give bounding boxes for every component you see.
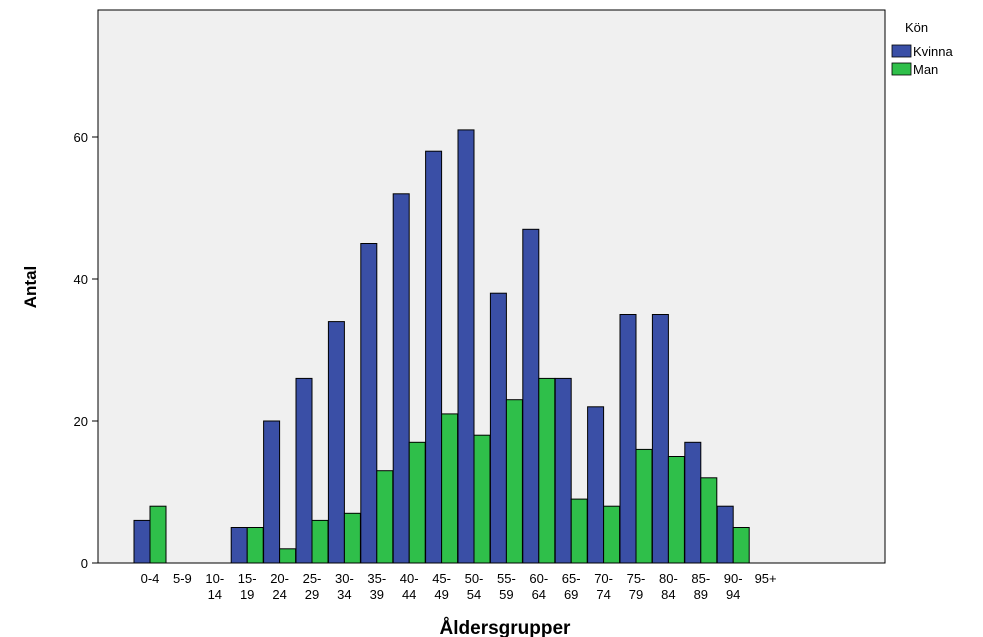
bar-kvinna-18 — [716, 505, 734, 564]
x-tick-label-line2: 79 — [629, 587, 643, 602]
bar-man-0 — [149, 505, 167, 564]
x-tick-label: 20- — [270, 571, 289, 586]
bar-man-3 — [246, 527, 264, 564]
legend-title: Kön — [905, 20, 928, 35]
x-tick-label-line2: 29 — [305, 587, 319, 602]
bar-man-10 — [473, 434, 491, 564]
bar-man-11 — [505, 399, 523, 564]
bar-kvinna-12 — [522, 228, 540, 564]
x-tick-label: 0-4 — [141, 571, 160, 586]
x-axis: 0-4 5-9 10-1415-1920-2425-2930-3435-3940-4… — [141, 571, 777, 602]
x-tick-label: 85- — [691, 571, 710, 586]
bar-man-16 — [667, 456, 685, 564]
bar-kvinna-14 — [587, 406, 605, 564]
x-tick-label: 5-9 — [173, 571, 192, 586]
x-tick-label: 95+ — [755, 571, 777, 586]
bar-kvinna-0 — [133, 519, 151, 564]
y-axis: 0 20 40 60 — [74, 130, 98, 571]
x-tick-label: 60- — [529, 571, 548, 586]
legend-label-kvinna: Kvinna — [913, 44, 954, 59]
bar-kvinna-10 — [457, 129, 475, 564]
bar-kvinna-15 — [619, 314, 637, 564]
bar-man-9 — [441, 413, 459, 564]
y-tick-label: 60 — [74, 130, 88, 145]
bar-kvinna-4 — [263, 420, 281, 564]
x-tick-label: 75- — [627, 571, 646, 586]
bar-man-5 — [311, 519, 329, 564]
bar-man-14 — [603, 505, 621, 564]
x-tick-label: 90- — [724, 571, 743, 586]
bar-kvinna-9 — [425, 150, 443, 564]
y-tick-label: 0 — [81, 556, 88, 571]
x-tick-label-line2: 49 — [434, 587, 448, 602]
x-tick-label: 50- — [465, 571, 484, 586]
x-tick-label-line2: 64 — [532, 587, 546, 602]
x-tick-label-line2: 54 — [467, 587, 481, 602]
x-tick-label: 30- — [335, 571, 354, 586]
legend: Kön Kvinna Man — [891, 20, 954, 77]
legend-swatch-kvinna — [891, 44, 912, 58]
x-tick-label: 10- — [205, 571, 224, 586]
x-tick-label-line2: 69 — [564, 587, 578, 602]
y-tick-label: 40 — [74, 272, 88, 287]
x-tick-label-line2: 19 — [240, 587, 254, 602]
x-tick-label-line2: 24 — [272, 587, 286, 602]
y-axis-title: Antal — [21, 266, 40, 309]
x-tick-label-line2: 84 — [661, 587, 675, 602]
x-tick-label: 35- — [367, 571, 386, 586]
x-tick-label-line2: 94 — [726, 587, 740, 602]
bar-kvinna-11 — [489, 292, 507, 564]
bar-man-7 — [376, 470, 394, 564]
bar-man-4 — [279, 548, 297, 564]
bar-man-13 — [570, 498, 588, 564]
bar-man-15 — [635, 448, 653, 564]
x-tick-label: 65- — [562, 571, 581, 586]
bar-kvinna-3 — [230, 527, 248, 564]
x-tick-label: 80- — [659, 571, 678, 586]
bar-kvinna-7 — [360, 243, 378, 564]
x-tick-label: 70- — [594, 571, 613, 586]
x-axis-title: Åldersgrupper — [440, 618, 572, 637]
bar-kvinna-17 — [684, 441, 702, 564]
bar-kvinna-13 — [554, 377, 572, 564]
bar-man-18 — [732, 527, 750, 564]
bar-kvinna-5 — [295, 377, 313, 564]
legend-swatch-man — [891, 62, 912, 76]
x-tick-label: 25- — [303, 571, 322, 586]
x-tick-label: 55- — [497, 571, 516, 586]
bar-kvinna-6 — [327, 321, 345, 564]
bar-man-6 — [343, 512, 361, 564]
x-tick-label-line2: 34 — [337, 587, 351, 602]
x-tick-label-line2: 14 — [208, 587, 222, 602]
bars-group — [133, 129, 750, 564]
x-tick-label: 15- — [238, 571, 257, 586]
x-tick-label-line2: 39 — [370, 587, 384, 602]
y-tick-label: 20 — [74, 414, 88, 429]
bar-kvinna-8 — [392, 193, 410, 564]
bar-man-17 — [700, 477, 718, 564]
x-tick-label: 45- — [432, 571, 451, 586]
x-tick-label-line2: 59 — [499, 587, 513, 602]
bar-man-8 — [408, 441, 426, 564]
x-tick-label-line2: 89 — [694, 587, 708, 602]
x-tick-label-line2: 74 — [596, 587, 610, 602]
bar-man-12 — [538, 377, 556, 564]
x-tick-label-line2: 44 — [402, 587, 416, 602]
bar-kvinna-16 — [651, 314, 669, 564]
x-tick-label: 40- — [400, 571, 419, 586]
legend-label-man: Man — [913, 62, 938, 77]
